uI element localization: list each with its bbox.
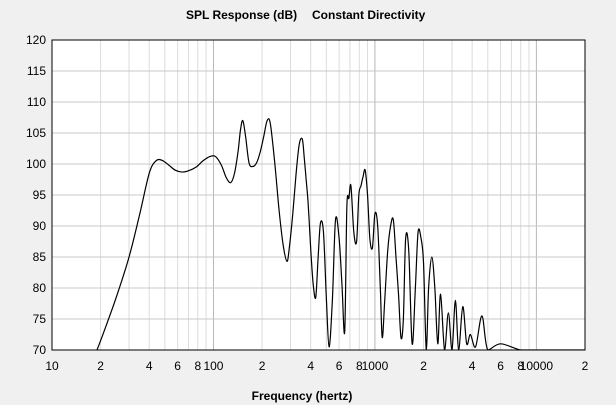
x-tick-label: 4	[307, 359, 314, 373]
y-tick-label: 80	[33, 281, 47, 295]
x-tick-label: 8	[194, 359, 201, 373]
x-tick-label: 6	[174, 359, 181, 373]
y-tick-label: 100	[26, 157, 46, 171]
x-tick-label: 8	[356, 359, 363, 373]
x-tick-label: 2	[97, 359, 104, 373]
y-tick-label: 85	[33, 250, 47, 264]
chart-title: SPL Response (dB)	[186, 8, 297, 22]
y-tick-label: 70	[33, 343, 47, 357]
y-tick-label: 95	[33, 188, 47, 202]
chart-subtitle: Constant Directivity	[312, 8, 426, 22]
x-tick-label: 2	[420, 359, 427, 373]
y-tick-label: 115	[27, 64, 46, 78]
x-tick-label: 6	[336, 359, 343, 373]
spl-series-line	[96, 118, 585, 350]
y-tick-label: 75	[33, 312, 47, 326]
series-layer	[96, 118, 585, 350]
x-tick-label: 2	[259, 359, 266, 373]
x-tick-label: 4	[469, 359, 476, 373]
x-tick-label: 10	[45, 359, 59, 373]
y-tick-labels: 70 75 80 85 90 95 100 105 110 115 120	[26, 33, 46, 357]
x-tick-label: 8	[517, 359, 524, 373]
x-tick-label: 2	[582, 359, 589, 373]
x-tick-label: 10000	[520, 359, 554, 373]
x-axis-label: Frequency (hertz)	[252, 389, 353, 403]
y-tick-label: 110	[27, 95, 46, 109]
y-tick-label: 90	[33, 219, 47, 233]
x-tick-label: 4	[146, 359, 153, 373]
plot-border	[51, 39, 586, 351]
x-tick-label: 6	[497, 359, 504, 373]
y-tick-label: 120	[26, 33, 46, 47]
y-tick-label: 105	[26, 126, 46, 140]
x-tick-label: 1000	[362, 359, 389, 373]
x-tick-label: 100	[203, 359, 223, 373]
